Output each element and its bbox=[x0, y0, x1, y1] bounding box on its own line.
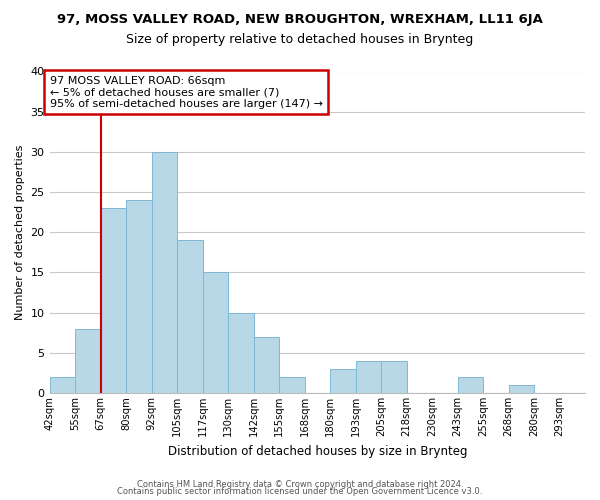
Y-axis label: Number of detached properties: Number of detached properties bbox=[15, 144, 25, 320]
Bar bbox=[177, 240, 203, 393]
Bar bbox=[152, 152, 177, 393]
Bar bbox=[458, 377, 483, 393]
Text: Contains public sector information licensed under the Open Government Licence v3: Contains public sector information licen… bbox=[118, 487, 482, 496]
Bar bbox=[356, 361, 381, 393]
Bar bbox=[50, 377, 75, 393]
Bar bbox=[381, 361, 407, 393]
Bar bbox=[330, 369, 356, 393]
Text: 97, MOSS VALLEY ROAD, NEW BROUGHTON, WREXHAM, LL11 6JA: 97, MOSS VALLEY ROAD, NEW BROUGHTON, WRE… bbox=[57, 12, 543, 26]
Bar bbox=[254, 336, 279, 393]
Text: Size of property relative to detached houses in Brynteg: Size of property relative to detached ho… bbox=[127, 32, 473, 46]
Text: Contains HM Land Registry data © Crown copyright and database right 2024.: Contains HM Land Registry data © Crown c… bbox=[137, 480, 463, 489]
Bar bbox=[228, 312, 254, 393]
Bar bbox=[203, 272, 228, 393]
Bar bbox=[75, 328, 101, 393]
Bar bbox=[101, 208, 126, 393]
Bar bbox=[279, 377, 305, 393]
Bar bbox=[126, 200, 152, 393]
X-axis label: Distribution of detached houses by size in Brynteg: Distribution of detached houses by size … bbox=[167, 444, 467, 458]
Text: 97 MOSS VALLEY ROAD: 66sqm
← 5% of detached houses are smaller (7)
95% of semi-d: 97 MOSS VALLEY ROAD: 66sqm ← 5% of detac… bbox=[50, 76, 323, 108]
Bar bbox=[509, 385, 534, 393]
